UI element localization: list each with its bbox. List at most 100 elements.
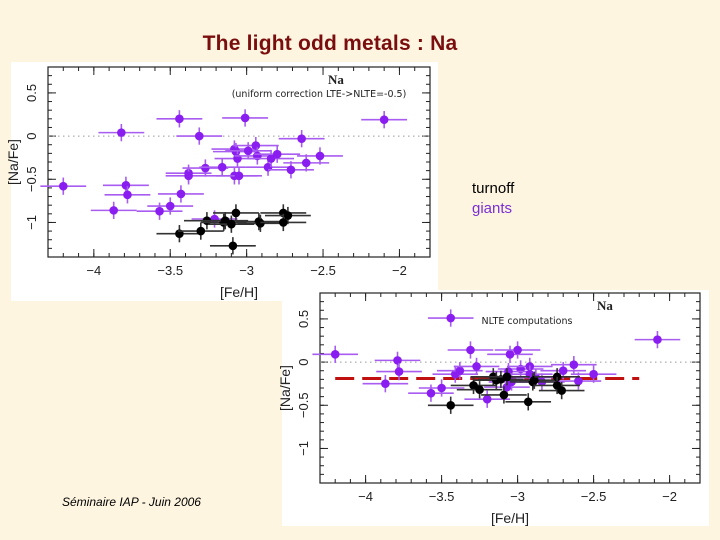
marker — [499, 390, 509, 400]
data-point-turnoff — [209, 237, 256, 255]
y-tick-label: −1 — [296, 441, 311, 456]
marker — [558, 366, 568, 376]
data-point-giants — [408, 384, 454, 402]
data-point-turnoff — [177, 222, 224, 240]
data-point-giants — [432, 365, 479, 383]
marker — [117, 128, 126, 137]
x-tick-label: −4 — [358, 489, 373, 504]
chart-subtitle: (uniform correction LTE->NLTE=-0.5) — [232, 89, 407, 100]
marker — [227, 219, 236, 229]
marker — [315, 151, 325, 161]
data-point-giants — [362, 375, 409, 393]
data-point-turnoff — [208, 215, 255, 233]
marker — [155, 206, 164, 216]
marker — [301, 158, 311, 168]
data-point-giants — [40, 177, 87, 195]
data-point-giants — [156, 110, 203, 128]
data-point-turnoff — [260, 213, 307, 232]
data-point-giants — [427, 309, 474, 327]
data-point-giants — [254, 145, 301, 163]
marker — [523, 397, 533, 407]
data-point-giants — [494, 341, 541, 359]
data-point-giants — [634, 331, 681, 349]
y-axis-label: [Na/Fe] — [277, 365, 293, 411]
marker — [196, 226, 206, 236]
data-point-turnoff — [237, 214, 284, 232]
chart-nlte: −4 −3.5 −3 −2.5 −2 0.5 0 −0.5 −1 [Fe/H] [Na/Fe] Na N… — [277, 290, 709, 526]
marker — [228, 241, 238, 251]
chart-title: Na — [597, 298, 613, 313]
marker — [475, 385, 484, 395]
legend: turnoff giants — [472, 179, 514, 219]
marker — [455, 366, 465, 376]
footer-note: Séminaire IAP - Juin 2006 — [62, 495, 201, 509]
marker — [184, 171, 193, 181]
x-tick-label: −2 — [662, 489, 677, 504]
data-point-giants — [447, 341, 494, 359]
marker — [379, 115, 389, 124]
marker — [513, 345, 522, 355]
marker — [426, 388, 436, 398]
data-point-giants — [464, 390, 510, 408]
x-tick-label: −4 — [86, 263, 101, 278]
x-tick-label: −2.5 — [310, 263, 336, 278]
slide-title: The light odd metals : Na — [202, 32, 458, 55]
marker — [286, 165, 296, 175]
marker — [234, 171, 244, 181]
y-tick-label: 0 — [296, 358, 311, 365]
x-axis-label: [Fe/H] — [220, 284, 258, 300]
marker — [393, 356, 402, 365]
data-point-turnoff — [481, 386, 527, 404]
marker — [251, 141, 261, 150]
marker — [266, 154, 276, 163]
x-tick-label: −2 — [392, 263, 407, 278]
data-point-giants — [248, 149, 295, 168]
marker — [381, 379, 390, 388]
data-point-giants — [278, 130, 325, 148]
data-point-giants — [199, 158, 246, 176]
marker — [482, 394, 492, 404]
legend-turnoff: turnoff — [472, 180, 515, 197]
marker — [109, 206, 119, 215]
marker — [165, 201, 175, 211]
marker — [297, 134, 306, 143]
data-point-giants — [453, 357, 500, 376]
data-point-turnoff — [484, 368, 530, 386]
data-point-turnoff — [202, 212, 249, 230]
data-point-giants — [487, 345, 533, 363]
y-axis-label: [Na/Fe] — [5, 139, 21, 185]
marker — [446, 400, 456, 410]
y-tick-label: 0 — [24, 132, 39, 139]
x-tick-label: −3 — [510, 489, 525, 504]
data-point-giants — [98, 124, 145, 142]
marker — [653, 335, 662, 344]
data-point-giants — [374, 351, 421, 369]
marker — [469, 381, 478, 390]
marker — [574, 376, 583, 386]
data-point-giants — [437, 362, 483, 380]
chart-title: Na — [328, 72, 344, 87]
data-point-giants — [570, 365, 617, 383]
data-point-turnoff — [213, 204, 259, 222]
marker — [231, 208, 241, 218]
data-point-giants — [90, 201, 137, 219]
marker — [279, 218, 288, 227]
chart-lte-corrected-svg: −4 −3.5 −3 −2.5 −2 0.5 0 −0.5 −1 [Fe/H] [Na/Fe] Na (… — [5, 66, 431, 300]
data-point-giants — [147, 197, 194, 215]
y-tick-label: −1 — [24, 215, 39, 230]
x-tick-label: −3.5 — [429, 489, 455, 504]
data-point-giants — [312, 345, 358, 363]
marker — [272, 149, 282, 159]
marker — [446, 313, 456, 323]
data-point-giants — [136, 202, 183, 220]
data-point-turnoff — [538, 381, 585, 400]
marker — [530, 375, 539, 385]
data-point-giants — [376, 362, 422, 381]
data-point-turnoff — [456, 381, 503, 399]
data-point-giants — [104, 186, 151, 204]
marker — [552, 372, 562, 382]
data-point-giants — [361, 111, 408, 129]
data-point-turnoff — [427, 396, 474, 414]
marker — [505, 350, 515, 359]
chart-nlte-svg: −4 −3.5 −3 −2.5 −2 0.5 0 −0.5 −1 [Fe/H] [Na/Fe] Na N… — [277, 292, 701, 526]
